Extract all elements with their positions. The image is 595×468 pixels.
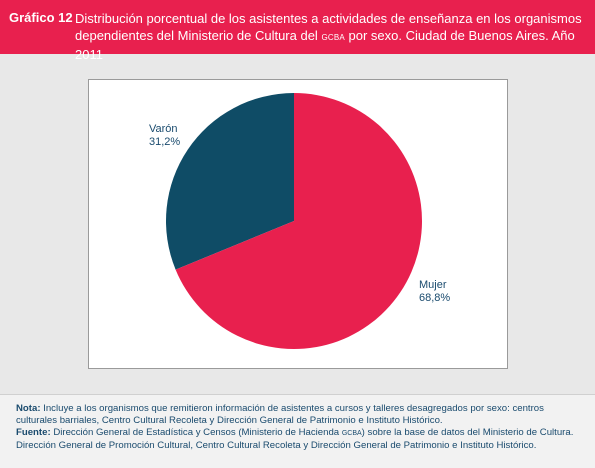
fuente: Fuente: Dirección General de Estadística… — [16, 427, 585, 452]
title-part-1: Distribución porcentual de los asistente… — [75, 11, 582, 43]
slice-label-name: Mujer — [419, 279, 447, 291]
title-part-2: por sexo. Ciudad de Buenos Aires. Año 20… — [75, 28, 575, 62]
chart-title: Distribución porcentual de los asistente… — [75, 10, 585, 63]
plot-area: Varón 31,2% Mujer 68,8% — [88, 79, 508, 369]
slice-label-value: 68,8% — [419, 292, 450, 304]
slice-label-name: Varón — [149, 123, 178, 135]
title-gcba: GCBA — [321, 33, 345, 42]
slice-label-value: 31,2% — [149, 136, 180, 148]
chart-footer: Nota: Incluye a los organismos que remit… — [0, 394, 595, 468]
fuente-part-1: Dirección General de Estadística y Censo… — [50, 427, 342, 438]
pie-slice-mujer — [175, 93, 422, 349]
chart-number: Gráfico 12 — [9, 10, 73, 25]
fuente-part-2: ) sobre la base de datos del Ministerio … — [16, 427, 574, 451]
pie-slice-varon — [166, 93, 294, 270]
nota-text: Incluye a los organismos que remitieron … — [16, 403, 544, 426]
chart-header: Gráfico 12 Distribución porcentual de lo… — [0, 0, 595, 62]
fuente-gcba: GCBA — [341, 430, 362, 437]
fuente-label: Fuente: — [16, 427, 51, 438]
nota: Nota: Incluye a los organismos que remit… — [16, 403, 585, 427]
nota-label: Nota: — [16, 403, 41, 414]
